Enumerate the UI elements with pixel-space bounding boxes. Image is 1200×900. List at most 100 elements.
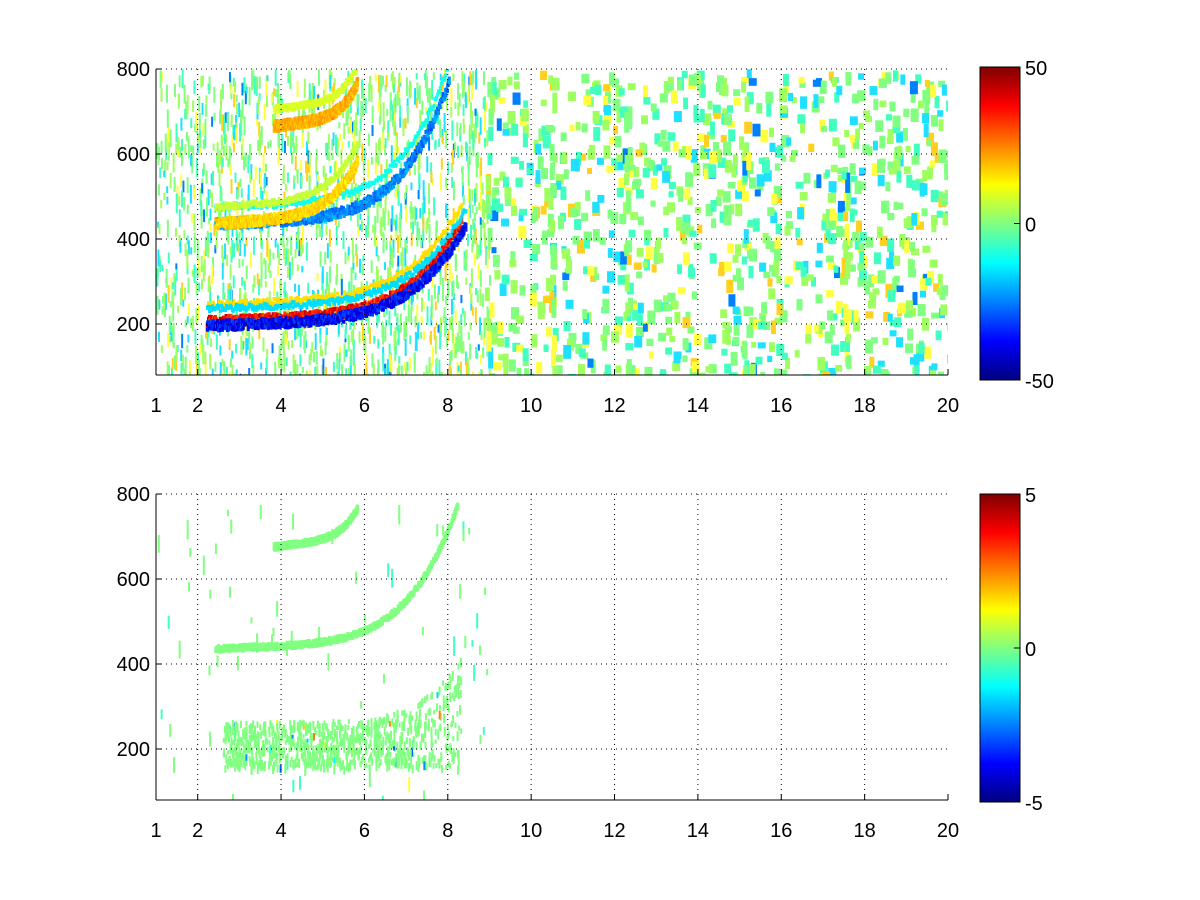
heatmap-cell xyxy=(592,201,600,213)
heatmap-cell xyxy=(717,75,725,85)
heatmap-cell xyxy=(326,243,329,259)
heatmap-cell xyxy=(530,284,537,295)
heatmap-cell xyxy=(742,143,748,158)
heatmap-cell xyxy=(908,259,915,271)
heatmap-cell xyxy=(892,277,898,291)
heatmap-cell xyxy=(235,343,238,354)
heatmap-cell xyxy=(840,340,848,352)
heatmap-cell xyxy=(470,123,473,135)
heatmap-cell xyxy=(540,205,547,215)
heatmap-cell xyxy=(362,105,365,117)
heatmap-cell xyxy=(681,237,687,245)
heatmap-cell xyxy=(653,254,660,264)
heatmap-cell xyxy=(346,313,350,318)
heatmap-cell xyxy=(313,302,317,307)
heatmap-cell xyxy=(467,332,470,341)
heatmap-cell xyxy=(708,164,717,179)
heatmap-cell xyxy=(400,269,404,274)
heatmap-cell xyxy=(422,222,425,242)
heatmap-cell xyxy=(843,303,849,319)
heatmap-cell xyxy=(332,320,336,325)
heatmap-cell xyxy=(208,76,211,92)
heatmap-cell xyxy=(264,306,268,311)
heatmap-cell xyxy=(868,274,875,288)
heatmap-cell xyxy=(852,231,860,241)
heatmap-cell xyxy=(636,271,643,279)
heatmap-cell xyxy=(454,253,457,267)
heatmap-cell xyxy=(187,277,190,294)
heatmap-cell xyxy=(795,261,804,270)
heatmap-cell xyxy=(732,306,740,315)
heatmap-cell xyxy=(775,146,784,158)
heatmap-cell xyxy=(428,257,432,262)
heatmap-cell xyxy=(355,293,359,298)
heatmap-cell xyxy=(409,206,412,214)
heatmap-cell xyxy=(524,368,530,375)
heatmap-cell xyxy=(742,341,748,360)
heatmap-cell xyxy=(459,361,462,373)
heatmap-cell xyxy=(637,216,644,226)
heatmap-cell xyxy=(336,296,340,301)
heatmap-cell xyxy=(487,308,490,321)
heatmap-cell xyxy=(271,302,275,307)
heatmap-cell xyxy=(234,302,238,307)
heatmap-cell xyxy=(382,208,385,228)
heatmap-cell xyxy=(915,74,922,84)
heatmap-cell xyxy=(770,241,777,253)
heatmap-cell xyxy=(161,158,164,169)
heatmap-cell xyxy=(535,143,542,155)
heatmap-cell xyxy=(315,302,319,307)
heatmap-cell xyxy=(439,119,442,138)
heatmap-cell xyxy=(470,102,473,118)
heatmap-cell xyxy=(763,170,772,182)
heatmap-cell xyxy=(178,209,181,228)
heatmap-cell xyxy=(167,142,170,161)
heatmap-cell xyxy=(483,222,486,240)
heatmap-cell xyxy=(746,374,752,375)
heatmap-cell xyxy=(292,300,296,305)
heatmap-cell xyxy=(581,212,589,222)
heatmap-cell xyxy=(420,331,423,339)
heatmap-cell xyxy=(470,268,473,288)
heatmap-cell xyxy=(413,268,417,273)
heatmap-cell xyxy=(296,364,299,375)
heatmap-cell xyxy=(526,167,534,174)
heatmap-cell xyxy=(316,318,320,323)
heatmap-cell xyxy=(273,322,277,327)
heatmap-cell xyxy=(497,321,504,335)
heatmap-cell xyxy=(334,319,338,324)
heatmap-cell xyxy=(267,312,271,317)
heatmap-cell xyxy=(439,73,442,81)
heatmap-cell xyxy=(693,72,701,87)
heatmap-cell xyxy=(368,289,372,294)
heatmap-cell xyxy=(614,323,623,335)
heatmap-cell xyxy=(533,207,539,222)
heatmap-cell xyxy=(199,188,202,207)
heatmap-cell xyxy=(419,285,423,290)
heatmap-cell xyxy=(347,367,350,375)
heatmap-cell xyxy=(200,255,203,273)
heatmap-cell xyxy=(719,211,726,223)
heatmap-cell xyxy=(239,178,242,188)
heatmap-cell xyxy=(415,97,418,109)
heatmap-cell xyxy=(214,361,217,372)
heatmap-cell xyxy=(741,76,750,84)
heatmap-cell xyxy=(625,190,631,212)
heatmap-cell xyxy=(496,118,502,131)
heatmap-cell xyxy=(428,357,431,374)
heatmap-cell xyxy=(274,112,277,124)
heatmap-cell xyxy=(716,149,722,163)
heatmap-cell xyxy=(693,162,701,177)
heatmap-cell xyxy=(924,102,930,114)
heatmap-cell xyxy=(460,144,463,157)
heatmap-cell xyxy=(316,298,320,303)
heatmap-cell xyxy=(298,317,302,322)
heatmap-cell xyxy=(184,108,187,120)
heatmap-cell xyxy=(195,361,198,375)
heatmap-cell xyxy=(724,363,732,374)
heatmap-cell xyxy=(293,175,296,184)
heatmap-cell xyxy=(748,78,757,86)
heatmap-cell xyxy=(379,103,382,122)
heatmap-cell xyxy=(202,264,205,282)
heatmap-cell xyxy=(603,104,611,116)
